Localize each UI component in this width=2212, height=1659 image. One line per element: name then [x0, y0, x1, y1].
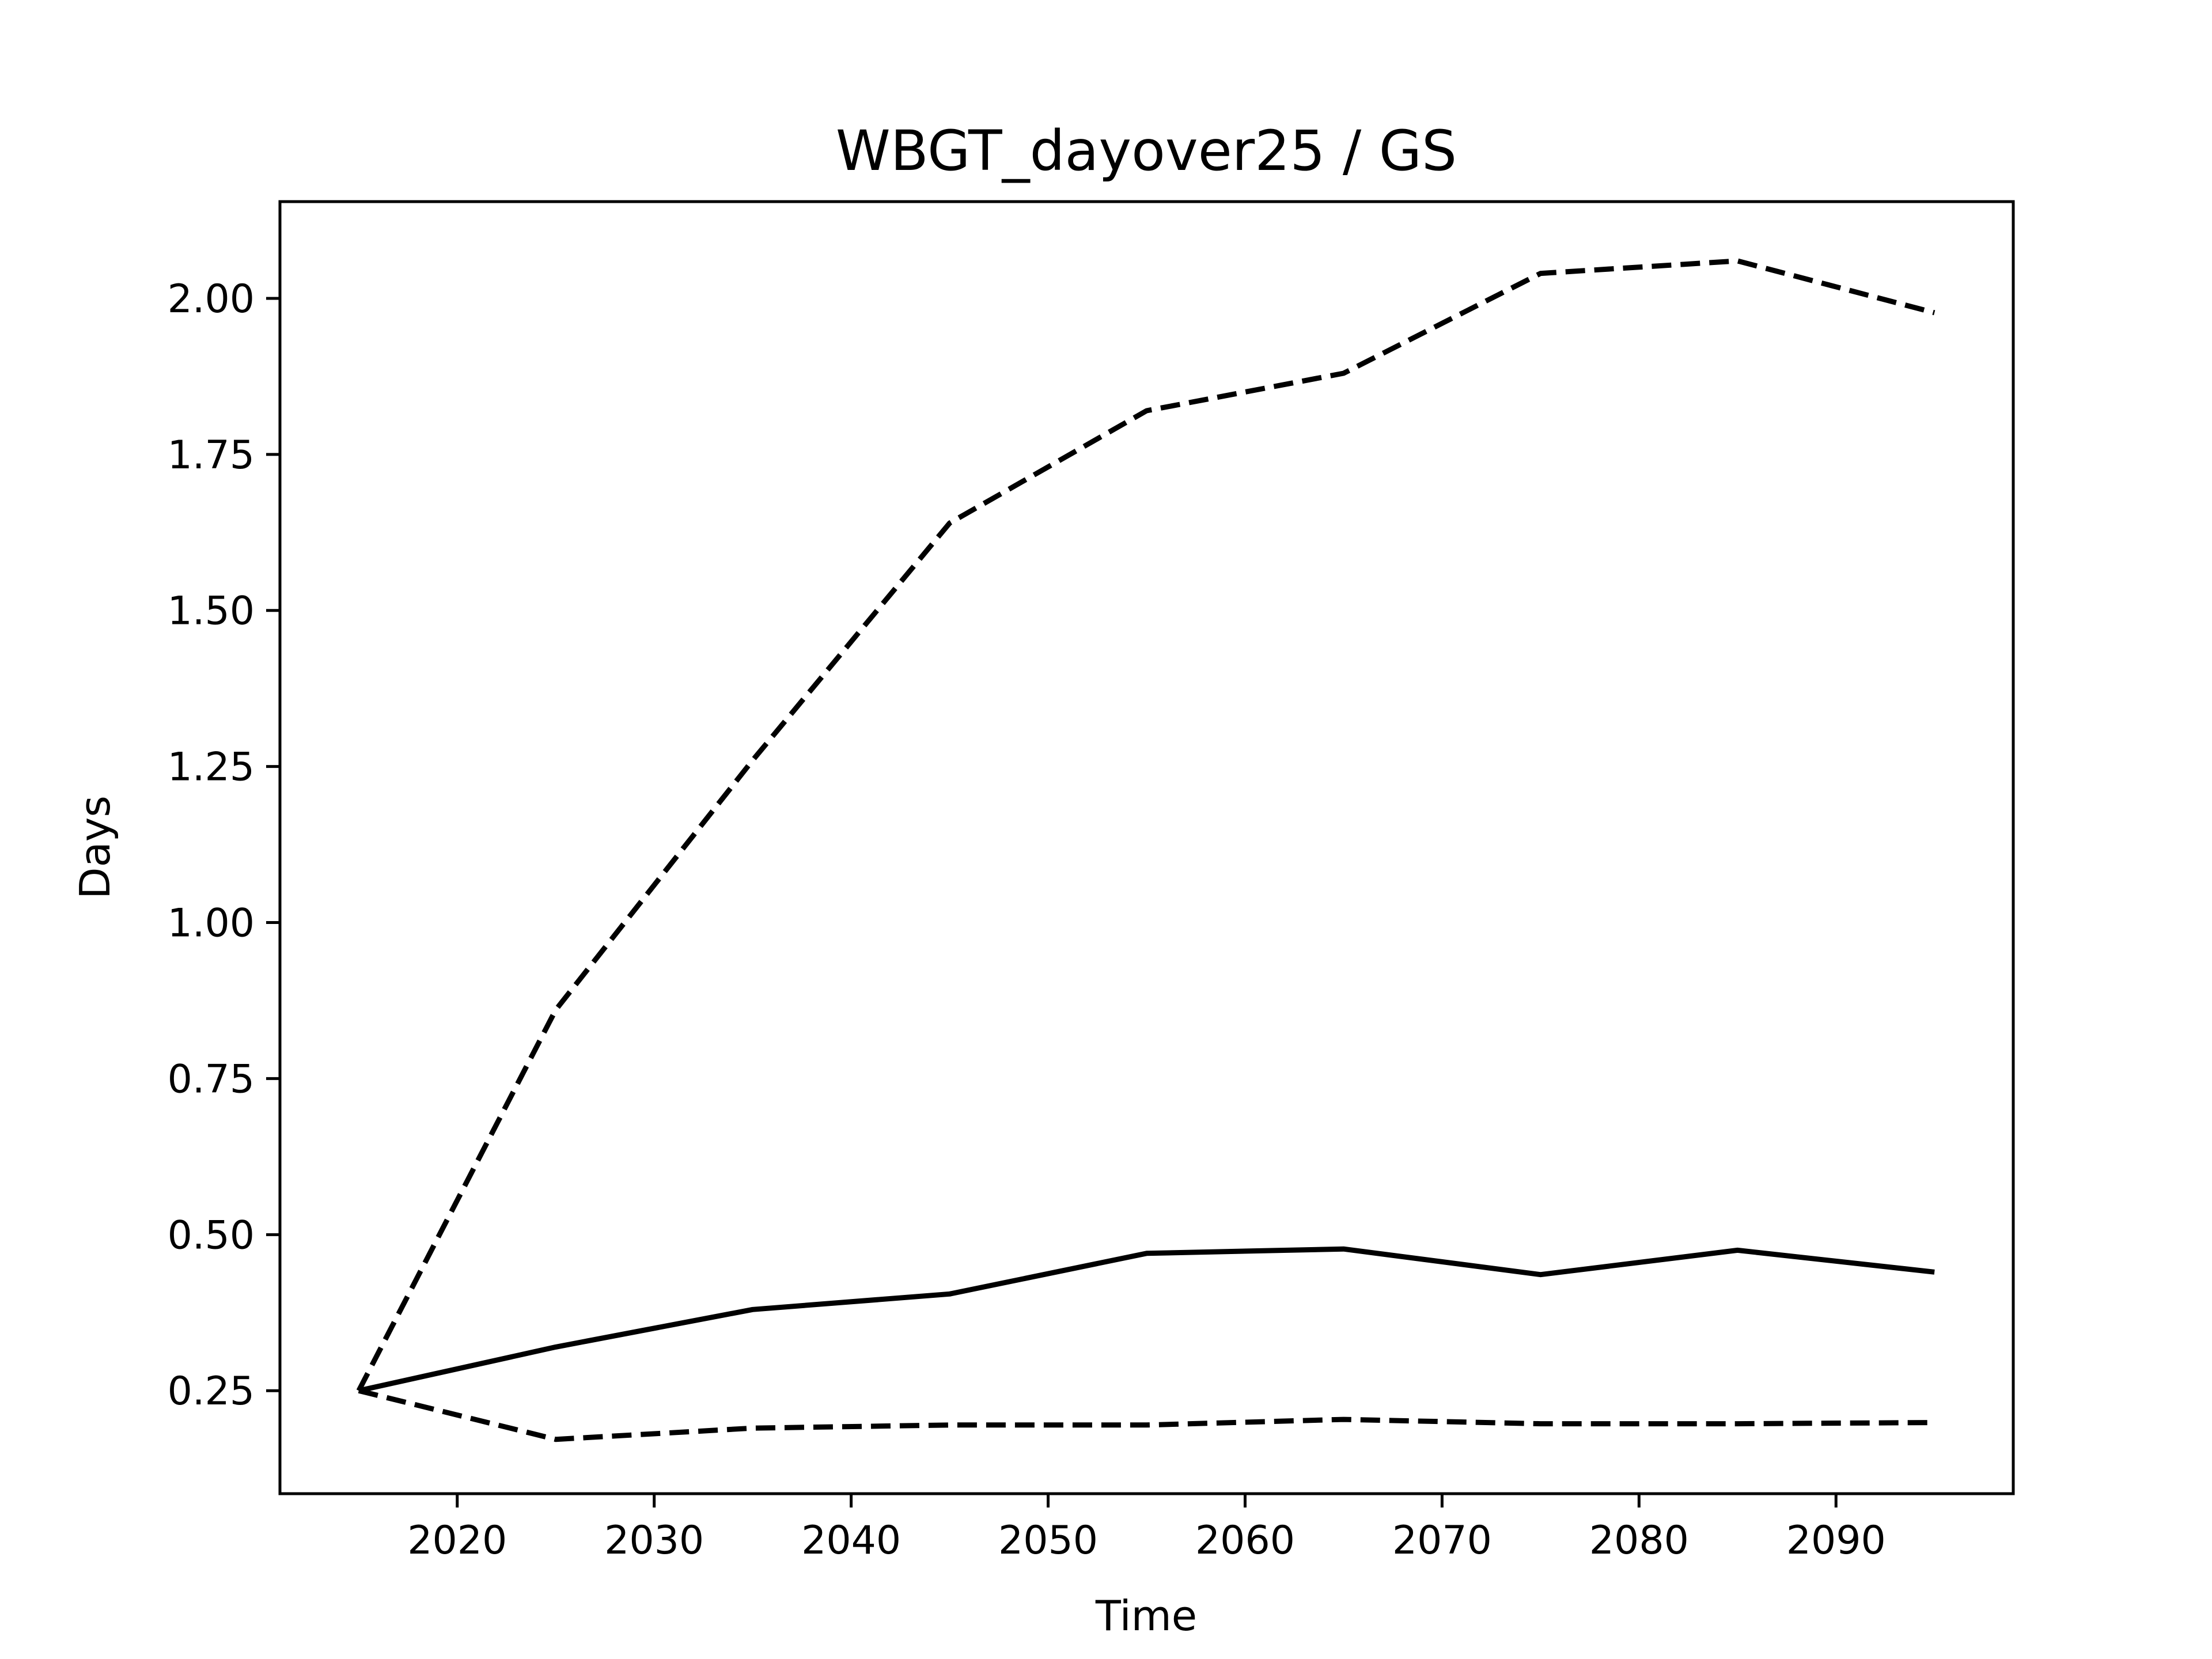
x-tick-label: 2040 [801, 1518, 901, 1563]
y-tick-label: 1.50 [168, 589, 255, 634]
plot-frame [278, 200, 2015, 1495]
x-tick-label: 2020 [407, 1518, 507, 1563]
y-tick-label: 0.25 [168, 1369, 255, 1414]
series-lower-line [358, 1388, 1935, 1442]
y-tick-label: 0.75 [168, 1056, 255, 1102]
y-axis-ticks: 0.25 0.50 0.75 1.00 1.25 1.50 1.75 2.00 [168, 276, 280, 1414]
y-tick-label: 0.50 [168, 1213, 255, 1258]
x-tick-label: 2080 [1589, 1518, 1689, 1563]
series-layer [356, 258, 1936, 1442]
x-tick-label: 2050 [998, 1518, 1098, 1563]
x-tick-label: 2090 [1786, 1518, 1886, 1563]
x-tick-label: 2070 [1392, 1518, 1492, 1563]
series-mean-line [358, 1246, 1935, 1393]
y-tick-label: 1.75 [168, 433, 255, 478]
series-upper-line [356, 258, 1936, 1392]
y-tick-label: 2.00 [168, 276, 255, 322]
y-tick-label: 1.00 [168, 901, 255, 946]
x-tick-label: 2030 [604, 1518, 704, 1563]
chart-title: WBGT_dayover25 / GS [836, 119, 1457, 183]
x-axis-ticks: 2020 2030 2040 2050 2060 2070 2080 2090 [407, 1494, 1886, 1563]
x-tick-label: 2060 [1195, 1518, 1295, 1563]
y-tick-label: 1.25 [168, 745, 255, 790]
y-axis-label: Days [71, 796, 119, 899]
x-axis-label: Time [1095, 1592, 1197, 1640]
